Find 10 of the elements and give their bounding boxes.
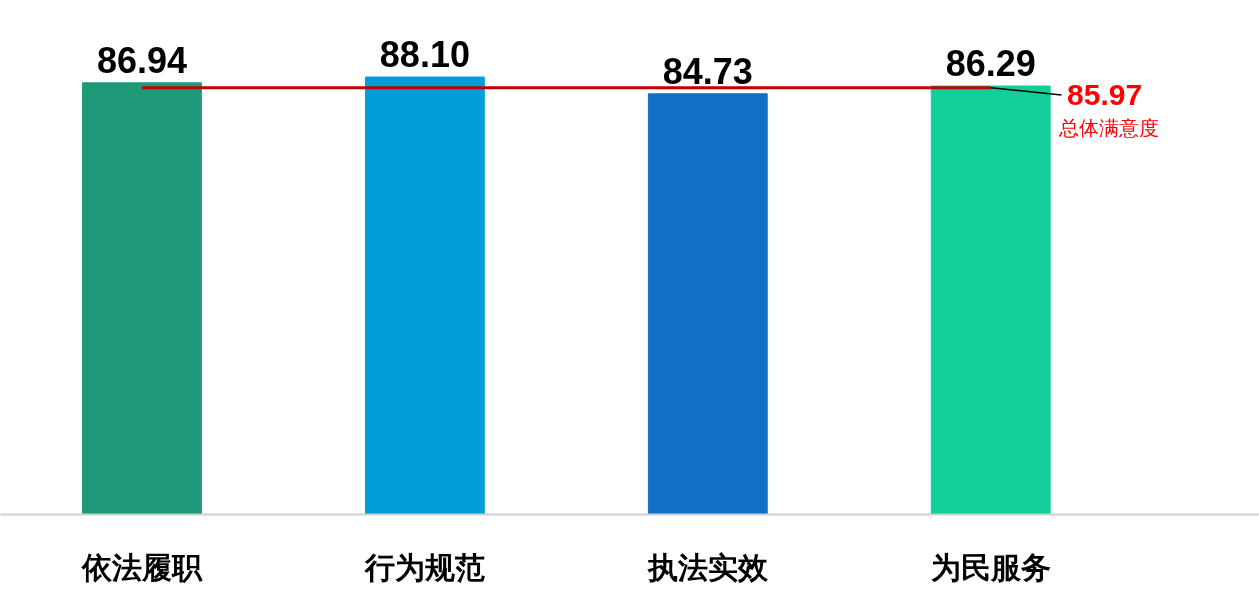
annotation: 85.97 [1067, 78, 1143, 112]
data-label: 88.10 [379, 34, 470, 76]
data-label: 84.73 [662, 50, 753, 92]
data-label: 86.29 [945, 43, 1036, 85]
ref-line-label: 总体满意度 [1057, 117, 1159, 140]
data-label: 86.94 [96, 39, 188, 81]
x-tick-label: 行为规范 [363, 550, 485, 584]
x-tick-label: 执法实效 [646, 550, 769, 584]
x-tick-label: 为民服务 [930, 550, 1051, 584]
x-tick-label: 依法履职 [80, 550, 203, 584]
